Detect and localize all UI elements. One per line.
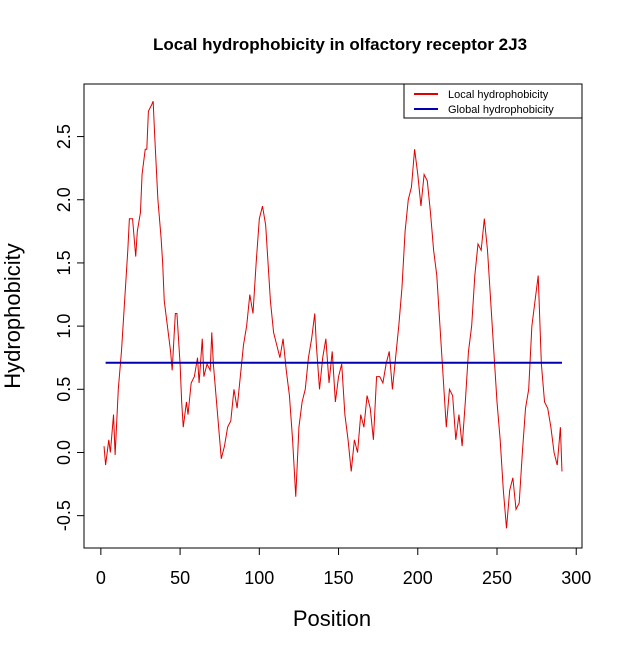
x-tick-label: 50 xyxy=(170,568,190,588)
series-line xyxy=(103,100,563,529)
y-tick-label: 0.0 xyxy=(54,440,74,465)
legend-box xyxy=(403,83,583,119)
y-tick-label: 2.5 xyxy=(54,124,74,149)
y-tick-label: 2.0 xyxy=(54,187,74,212)
x-axis-label: Position xyxy=(293,606,371,631)
x-tick-label: 0 xyxy=(96,568,106,588)
x-tick-label: 300 xyxy=(561,568,591,588)
y-tick-label: 0.5 xyxy=(54,377,74,402)
legend-label: Local hydrophobicity xyxy=(448,89,549,101)
x-tick-label: 200 xyxy=(403,568,433,588)
y-tick-label: -0.5 xyxy=(54,500,74,531)
x-tick-label: 250 xyxy=(482,568,512,588)
y-axis-label: Hydrophobicity xyxy=(0,243,25,389)
legend-label: Global hydrophobicity xyxy=(448,104,554,116)
chart-title: Local hydrophobicity in olfactory recept… xyxy=(153,35,527,54)
x-tick-label: 100 xyxy=(244,568,274,588)
x-tick-label: 150 xyxy=(324,568,354,588)
y-tick-label: 1.0 xyxy=(54,314,74,339)
y-tick-label: 1.5 xyxy=(54,250,74,275)
